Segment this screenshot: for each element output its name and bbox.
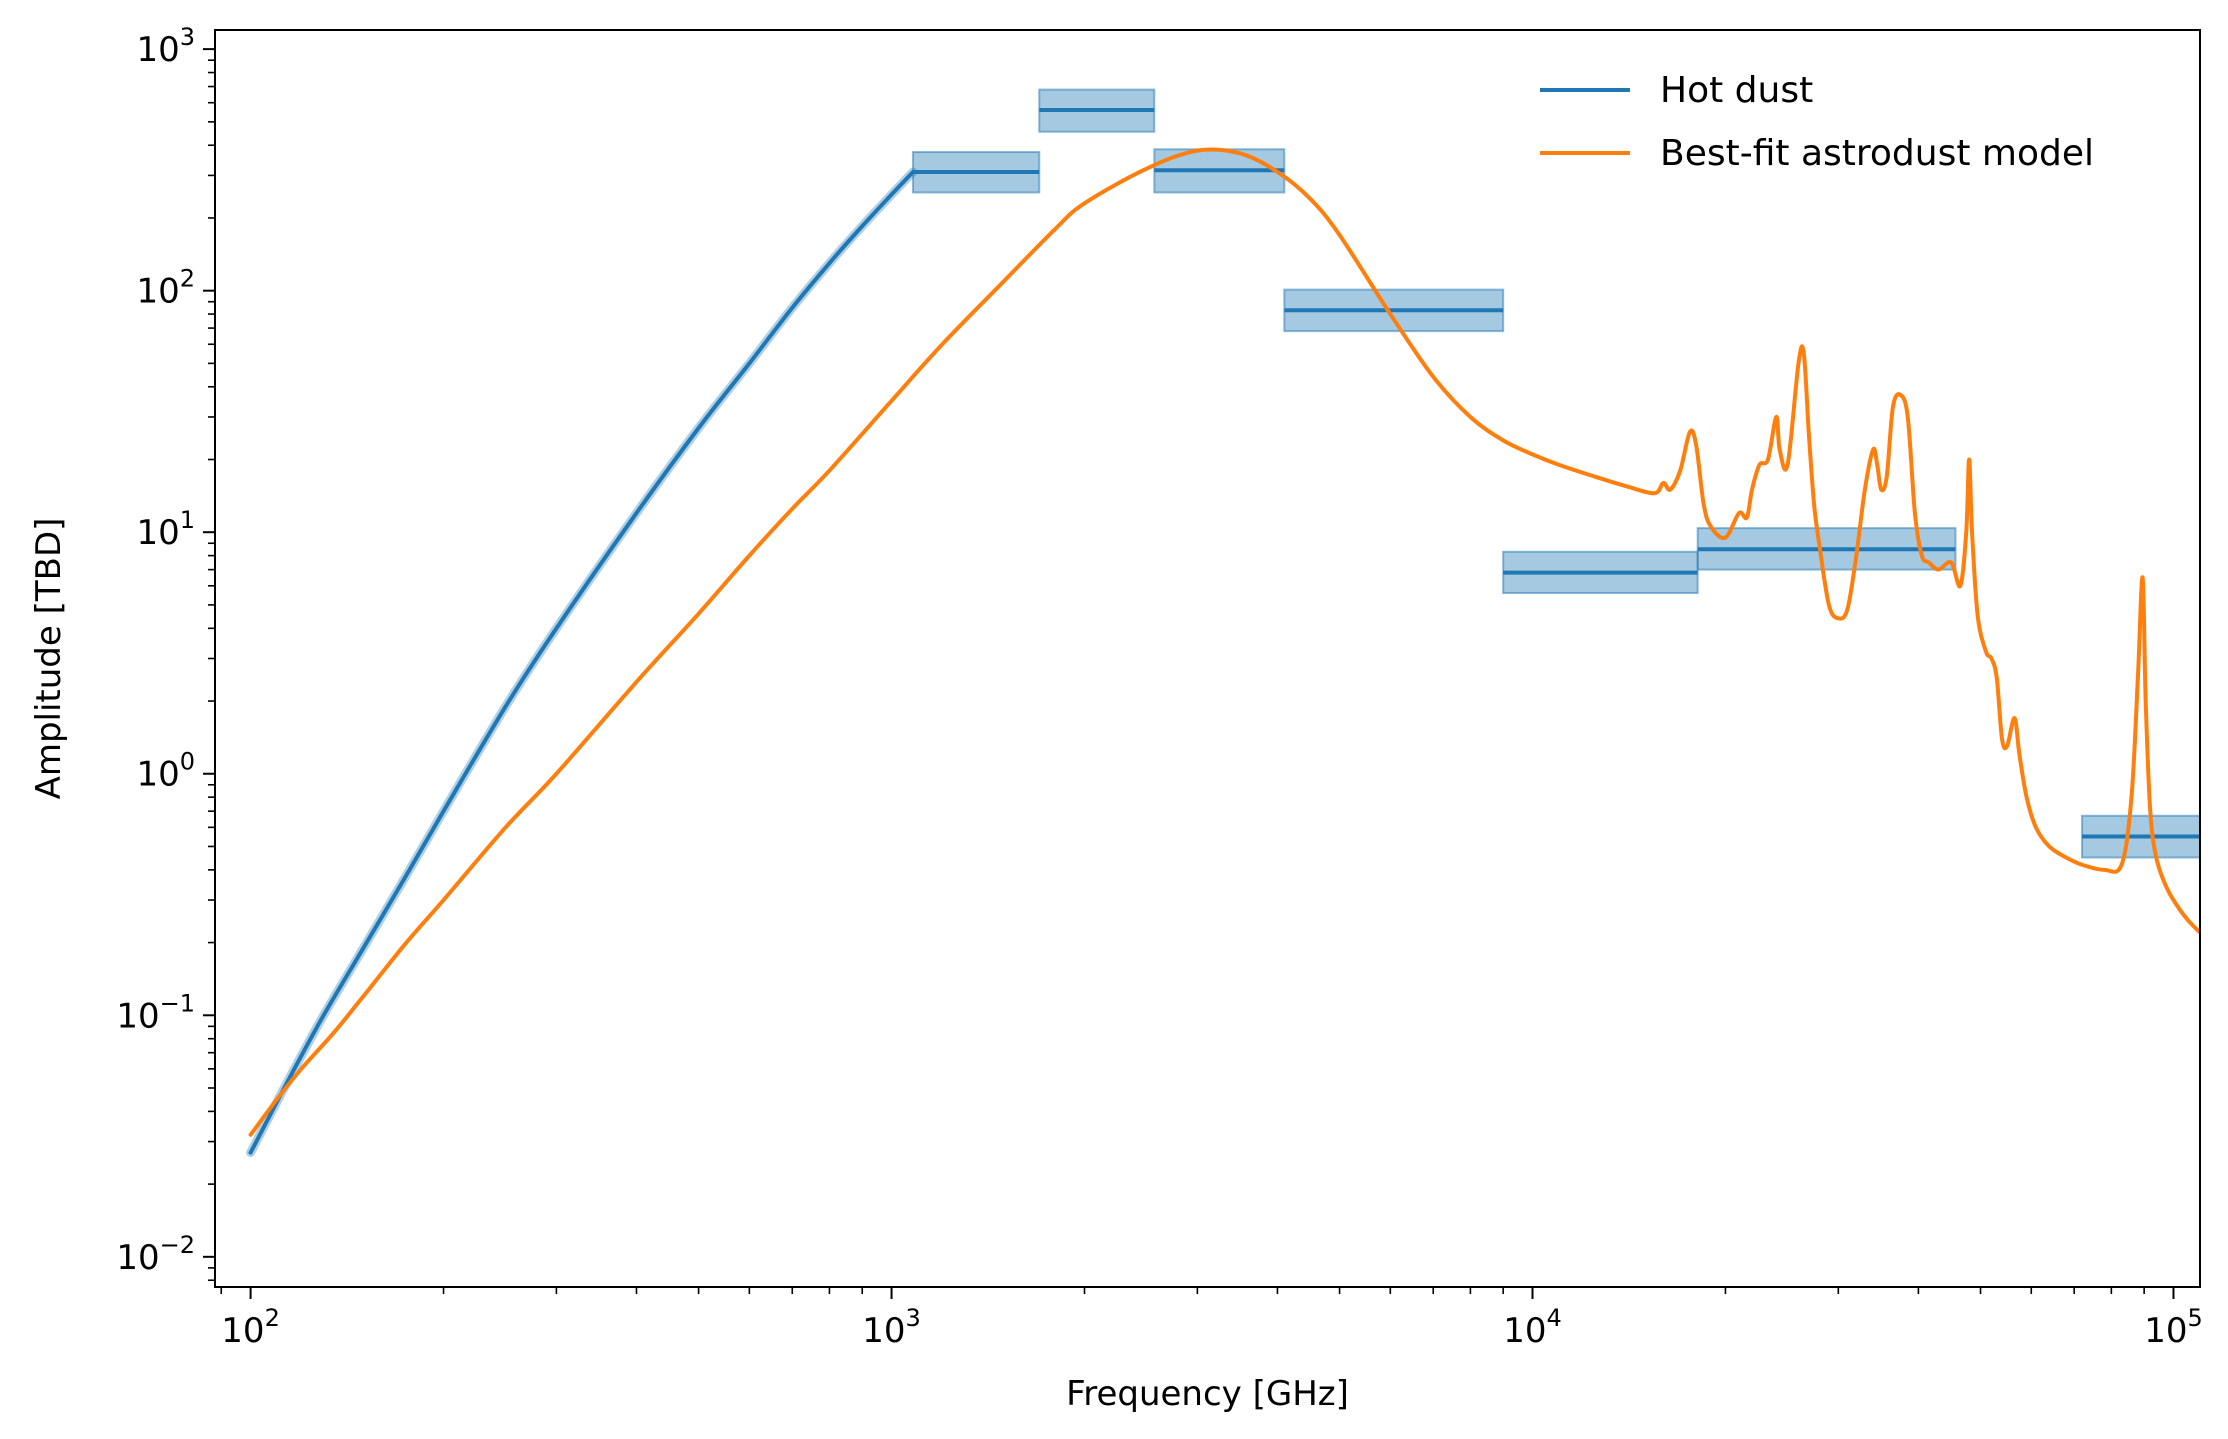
x-axis-label: Frequency [GHz]: [1066, 1374, 1349, 1414]
y-tick-label-1: 10−1: [116, 989, 195, 1036]
series-line-0: [248, 169, 915, 1155]
plot-frame: [214, 29, 2201, 1288]
legend-label-1: Best-fit astrodust model: [1660, 133, 2094, 174]
legend: Hot dust Best-fit astrodust model: [1540, 70, 2094, 174]
x-tick-label-3: 105: [2144, 1304, 2203, 1351]
y-tick-label-5: 103: [136, 23, 195, 70]
x-tick-label-1: 103: [862, 1304, 921, 1351]
axes-layer: [214, 29, 2201, 1288]
y-axis-label: Amplitude [TBD]: [29, 518, 69, 800]
y-tick-label-0: 10−2: [116, 1231, 195, 1278]
x-tick-label-2: 104: [1503, 1304, 1562, 1351]
bands-layer: [911, 88, 2200, 859]
legend-label-0: Hot dust: [1660, 70, 1813, 111]
y-tick-label-4: 102: [136, 265, 195, 312]
y-tick-label-3: 101: [136, 506, 195, 553]
lines-layer: [246, 147, 2200, 1158]
ticks-layer: 102 103 104 105 10−2 10−1 100 101 102 103: [116, 23, 2202, 1351]
series-band-hot-dust: [246, 167, 918, 1158]
x-tick-label-0: 102: [221, 1304, 280, 1351]
series-line-1: [248, 147, 2200, 1137]
y-tick-label-2: 100: [136, 748, 195, 795]
